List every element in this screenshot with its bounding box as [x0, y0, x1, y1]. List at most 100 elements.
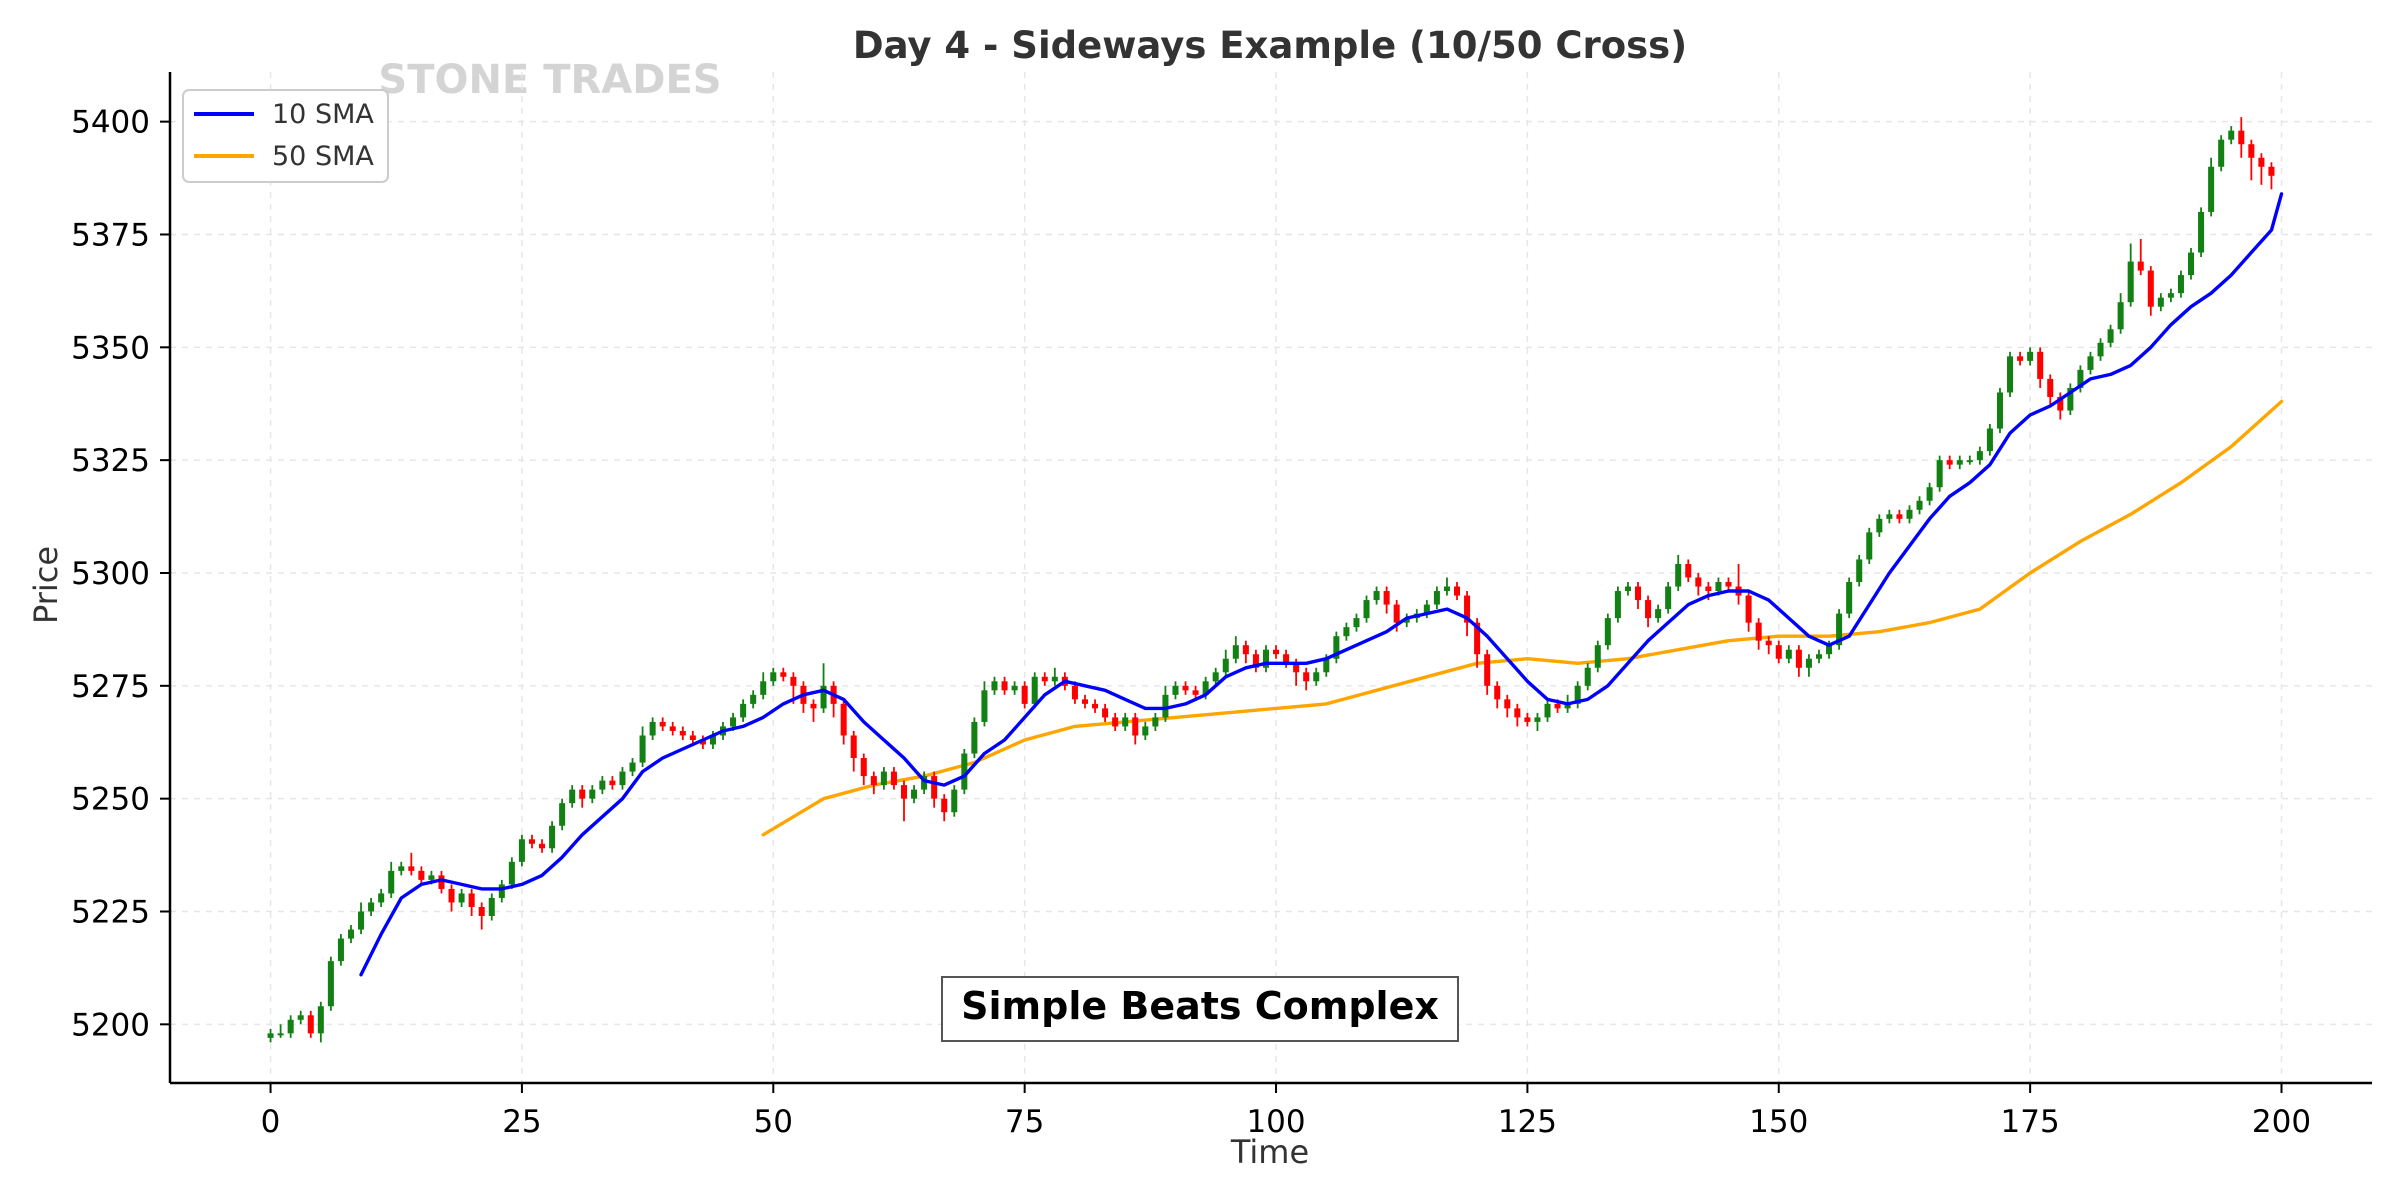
- candle-up: [1584, 663, 1591, 691]
- candle-down: [850, 730, 857, 772]
- candle-body: [2117, 302, 2124, 330]
- candle-body: [1393, 604, 1400, 623]
- candle-body: [1222, 658, 1229, 673]
- candle-body: [2147, 270, 2154, 307]
- candle-up: [1333, 631, 1340, 664]
- candle-body: [1775, 645, 1782, 659]
- x-tick-label: 50: [754, 1104, 793, 1140]
- candle-down: [1755, 618, 1762, 650]
- candle-body: [2208, 166, 2215, 212]
- candle-down: [1514, 703, 1521, 727]
- candle-body: [709, 735, 716, 745]
- candle-body: [1574, 685, 1581, 704]
- legend: 10 SMA 50 SMA: [182, 89, 389, 183]
- grid: [170, 72, 2372, 1083]
- candle-down: [2268, 162, 2275, 190]
- candle-up: [1534, 712, 1541, 731]
- candle-body: [1142, 726, 1149, 736]
- candle-body: [1474, 622, 1481, 655]
- candle-up: [388, 861, 395, 898]
- candle-body: [2047, 378, 2054, 397]
- candle-body: [327, 961, 334, 1007]
- candle-body: [1423, 604, 1430, 614]
- candle-body: [1956, 460, 1963, 465]
- candle-up: [1594, 640, 1601, 673]
- candle-down: [1775, 640, 1782, 664]
- candle-down: [1303, 667, 1310, 691]
- candle-up: [458, 888, 465, 907]
- candle-body: [1826, 645, 1833, 655]
- x-tick-label: 75: [1005, 1104, 1044, 1140]
- candle-up: [1011, 681, 1018, 695]
- candle-up: [1172, 681, 1179, 700]
- watermark-text: STONE TRADES: [378, 57, 721, 103]
- candle-body: [689, 735, 696, 740]
- candle-down: [1273, 645, 1280, 659]
- candle-body: [589, 789, 596, 799]
- candle-body: [2167, 293, 2174, 298]
- candle-body: [287, 1019, 294, 1034]
- candle-up: [2167, 288, 2174, 303]
- candle-down: [478, 902, 485, 930]
- candle-up: [2208, 157, 2215, 217]
- candle-up: [1604, 613, 1611, 650]
- candle-body: [1273, 649, 1280, 655]
- candle-up: [649, 717, 656, 740]
- candle-body: [900, 785, 908, 799]
- candle-body: [991, 681, 998, 691]
- candle-down: [890, 767, 897, 790]
- candle-body: [398, 866, 405, 871]
- candle-up: [368, 897, 375, 917]
- candle-body: [438, 875, 445, 889]
- candle-up: [629, 758, 636, 777]
- candle-body: [358, 911, 365, 930]
- candle-up: [559, 798, 566, 831]
- candle-body: [1001, 681, 1008, 691]
- candle-body: [1122, 717, 1129, 727]
- candle-up: [1574, 681, 1581, 709]
- candle-body: [2137, 261, 2144, 271]
- candle-body: [1916, 500, 1923, 510]
- candle-up: [1916, 496, 1923, 515]
- y-tick-label: 5400: [71, 105, 150, 141]
- candle-up: [1655, 604, 1662, 623]
- candle-down: [1765, 636, 1772, 655]
- candle-down: [1725, 577, 1732, 592]
- candle-body: [2067, 387, 2074, 411]
- candle-down: [468, 888, 475, 917]
- sma-10-layer: [359, 192, 2284, 977]
- candle-body: [1705, 586, 1712, 592]
- candle-body: [317, 1006, 324, 1034]
- candle-down: [1092, 699, 1099, 713]
- candle-body: [1866, 532, 1873, 560]
- candle-down: [1112, 712, 1119, 731]
- candle-body: [1524, 717, 1531, 722]
- series-line-sma-10: [359, 192, 2284, 977]
- candle-body: [307, 1015, 314, 1034]
- candle-up: [1343, 622, 1350, 641]
- candle-body: [870, 776, 877, 786]
- y-tick-label: 5350: [71, 330, 150, 366]
- candle-up: [1815, 649, 1823, 664]
- candle-body: [1554, 703, 1561, 709]
- candle-up: [770, 667, 777, 686]
- candle-body: [468, 893, 475, 907]
- candle-body: [1504, 699, 1511, 709]
- candle-up: [2027, 347, 2034, 366]
- candle-down: [941, 794, 948, 822]
- candle-up: [1363, 595, 1370, 623]
- candle-up: [488, 893, 495, 921]
- candle-down: [780, 667, 787, 682]
- candle-down: [2238, 117, 2245, 158]
- candle-body: [1373, 591, 1380, 601]
- candle-down: [1946, 455, 1953, 470]
- candle-down: [1252, 649, 1259, 673]
- candle-body: [1262, 649, 1269, 668]
- candle-down: [2248, 139, 2255, 181]
- tick-labels: 0 25 50 75 100 125 150 175 200 5200 5225 5250 5275 53…: [71, 105, 2311, 1140]
- candle-down: [860, 753, 867, 786]
- x-tick-label: 100: [1246, 1104, 1305, 1140]
- candle-body: [639, 735, 646, 763]
- candle-down: [1021, 681, 1028, 709]
